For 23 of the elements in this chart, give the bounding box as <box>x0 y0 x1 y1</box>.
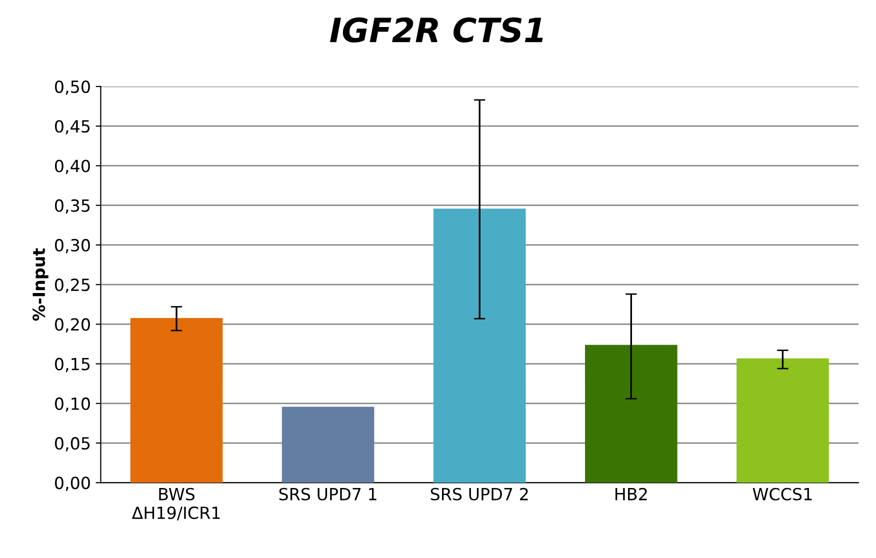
x-tick-label: WCCS1 <box>752 488 812 500</box>
y-tick-label: 0,40 <box>55 160 90 174</box>
y-tick-label: 0,25 <box>55 278 90 293</box>
x-tick-label: HB2 <box>616 488 647 500</box>
y-tick-label: 0,50 <box>55 80 90 95</box>
y-axis-title: %-Input <box>32 248 48 321</box>
x-tick-label: BWS ΔH19/ICR1 <box>132 488 220 520</box>
y-tick-label: 0,45 <box>55 120 90 134</box>
bar <box>130 318 223 483</box>
bar <box>433 208 526 483</box>
y-tick-label: 0,00 <box>55 476 90 491</box>
y-tick-label: 0,15 <box>55 358 90 372</box>
bar <box>736 358 829 483</box>
bar <box>585 344 678 483</box>
x-tick-label: SRS UPD7 2 <box>430 488 528 500</box>
y-tick-label: 0,20 <box>55 318 90 332</box>
y-tick-label: 0,30 <box>55 238 90 254</box>
y-tick-label: 0,05 <box>55 437 90 452</box>
y-tick-label: 0,10 <box>55 397 90 412</box>
chart-title: IGF2R CTS1 <box>330 17 543 43</box>
y-tick-label: 0,35 <box>55 199 90 214</box>
x-tick-label: SRS UPD7 1 <box>279 488 376 500</box>
bar <box>282 406 374 483</box>
